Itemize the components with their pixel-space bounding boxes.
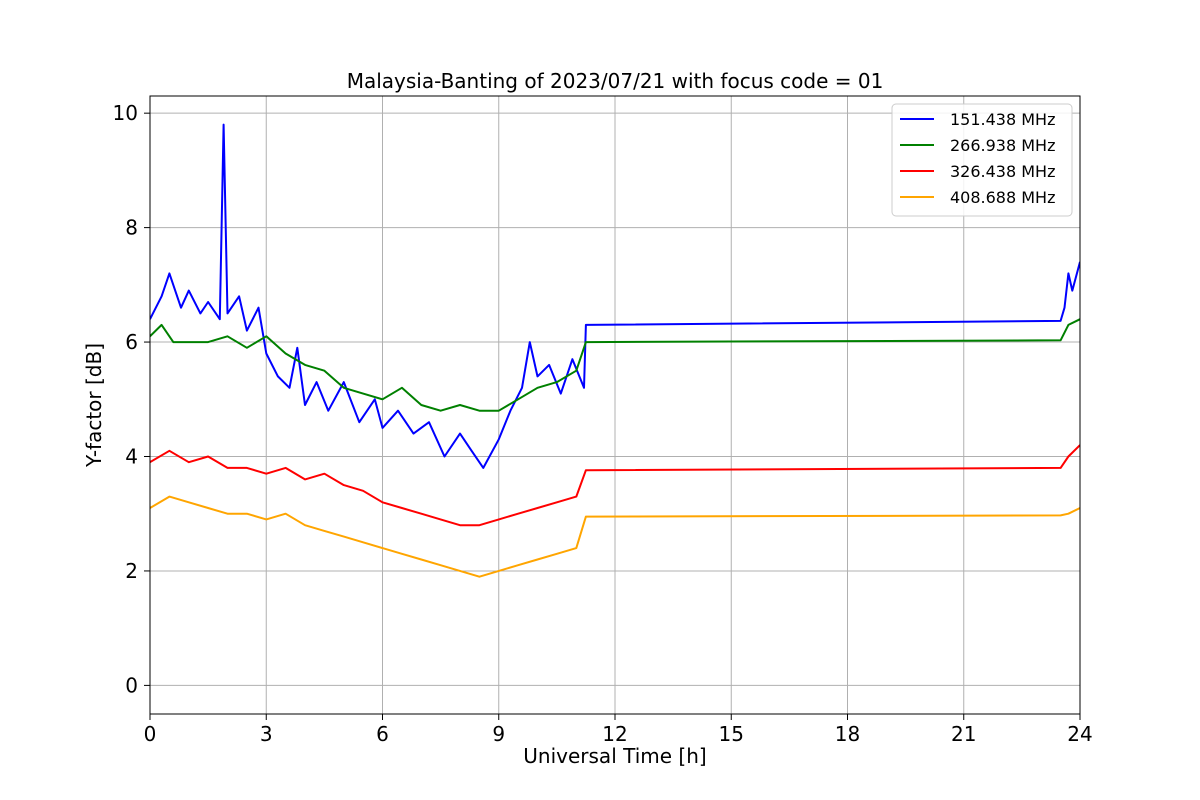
y-tick-label: 6 [125,330,138,354]
x-tick-label: 0 [144,722,157,746]
y-tick-label: 0 [125,673,138,697]
x-tick-label: 6 [376,722,389,746]
x-tick-label: 15 [719,722,744,746]
y-axis-label: Y-factor [dB] [82,343,106,468]
legend: 151.438 MHz 266.938 MHz 326.438 MHz 408.688… [891,103,1073,217]
y-tick-label: 2 [125,559,138,583]
legend-label: 151.438 MHz [950,110,1055,129]
series-line-2 [150,318,1080,412]
series-line-3 [150,444,1080,527]
series-group [150,123,1080,578]
x-tick-label: 12 [602,722,627,746]
series-line-4 [150,495,1080,578]
x-tick-label: 21 [951,722,976,746]
x-axis-label: Universal Time [h] [523,744,706,768]
y-tick-label: 8 [125,216,138,240]
legend-box [891,103,1073,217]
x-tick-label: 18 [835,722,860,746]
y-tick-label: 10 [113,101,138,125]
legend-label: 326.438 MHz [950,162,1055,181]
y-tick-label: 4 [125,445,138,469]
x-axis: 0 3 6 9 12 15 18 21 24 [144,714,1093,746]
legend-label: 408.688 MHz [950,188,1055,207]
x-tick-label: 24 [1067,722,1092,746]
legend-label: 266.938 MHz [950,136,1055,155]
x-tick-label: 9 [492,722,505,746]
chart-title: Malaysia-Banting of 2023/07/21 with focu… [347,69,884,93]
y-axis: 0 2 4 6 8 10 [113,101,150,697]
x-tick-label: 3 [260,722,273,746]
